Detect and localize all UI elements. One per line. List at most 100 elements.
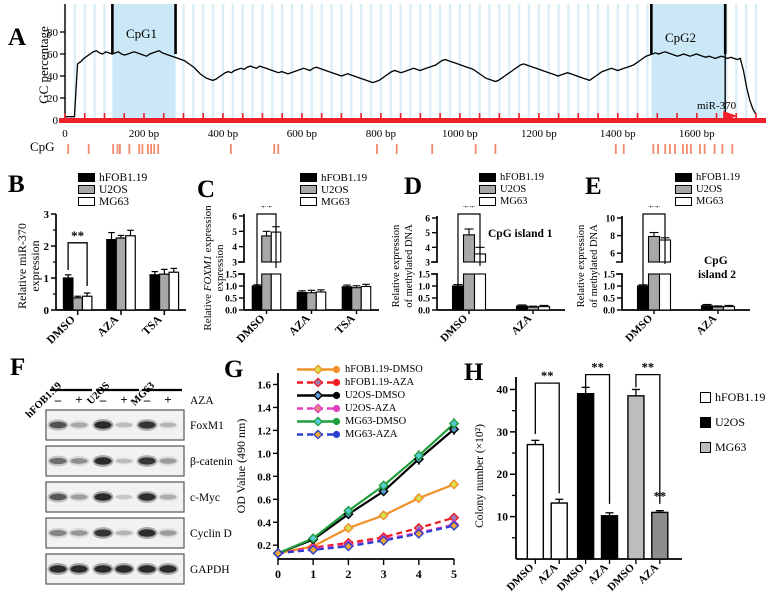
legend-swatch — [700, 442, 711, 453]
x-tick-label: TSA — [140, 313, 165, 338]
y-tick-label: 0.2 — [257, 540, 271, 552]
blot-band-halo — [157, 420, 179, 430]
data-point-marker — [343, 541, 354, 552]
treatment-sign: – — [99, 392, 107, 407]
bar — [526, 306, 540, 311]
blot-band-halo — [92, 491, 114, 503]
y-tick-label: 40 — [497, 384, 509, 396]
bar — [351, 287, 362, 311]
blot-band-halo — [136, 491, 158, 503]
panel-letter-c: C — [197, 176, 216, 203]
blot-band-halo — [47, 419, 69, 431]
blot-band — [70, 565, 88, 573]
y-tick-label: 1.5 — [603, 271, 615, 281]
y-tick-label: 0.8 — [257, 471, 271, 483]
x-tick-label: 1000 bp — [442, 128, 478, 140]
x-tick-label: DMSO — [45, 314, 78, 346]
y-axis-label-line2: expression — [28, 240, 42, 291]
x-tick-label: 600 bp — [287, 128, 318, 140]
x-tick-label: 1200 bp — [521, 128, 557, 140]
treatment-sign: – — [54, 392, 62, 407]
data-point-marker — [448, 479, 460, 490]
blot-band-halo — [47, 455, 69, 467]
y-tick-label: 10 — [606, 215, 616, 225]
y-tick-label: 0.0 — [225, 307, 237, 317]
cpg2-label: CpG2 — [665, 30, 697, 45]
legend-line-marker — [296, 415, 340, 428]
foxm1-bar-chart: 0.0 0.5 1.0 1.5 3 4 5 6 DMSO AZA TSA ** Relative FOX… — [202, 206, 379, 346]
x-tick-label: 1400 bp — [600, 128, 636, 140]
bar-lower-segment — [462, 273, 476, 311]
x-tick-label: 400 bp — [208, 128, 239, 140]
legend-swatch — [675, 173, 692, 182]
blot-band-halo — [136, 455, 158, 467]
legend-line-marker — [296, 428, 340, 441]
significance-marker: ** — [260, 206, 273, 214]
significance-bracket — [642, 213, 666, 298]
blot-band-halo — [92, 563, 114, 575]
y-tick-label: 5 — [232, 228, 237, 238]
significance-bracket — [457, 213, 481, 298]
legend-item: MG63 — [700, 440, 765, 454]
data-point-marker — [413, 528, 424, 539]
bar — [125, 235, 136, 311]
legend-item: U2OS — [675, 184, 740, 195]
blot-band-halo — [136, 419, 158, 431]
legend-label: U2OS — [99, 183, 128, 196]
panel-b-chart: 0 1 2 3 DMSO AZA TSA ** Relative miR-370 expressi… — [14, 206, 192, 346]
legend-item: hFOB1.19-DMSO — [296, 363, 423, 376]
panel-d-legend: hFOB1.19 U2OS MG63 — [479, 172, 544, 208]
y-tick-label: 1 — [44, 273, 50, 285]
blot-band — [115, 458, 133, 464]
x-tick-label: AZA — [509, 313, 534, 338]
legend-item: hFOB1.19 — [479, 172, 544, 183]
y-axis-label-line1: Relative miR-370 — [15, 223, 29, 309]
blot-band-halo — [113, 456, 135, 466]
bar-lower-segment — [658, 273, 672, 311]
significance-marker: ** — [642, 363, 655, 375]
y-tick-label: 0 — [44, 305, 50, 317]
blot-band-halo — [68, 420, 90, 430]
blot-band-halo — [68, 563, 90, 575]
svg-text:Relative FOXM1 expression: Relative FOXM1 expression — [202, 206, 214, 331]
y-tick-label: 10 — [497, 512, 509, 524]
blot-band — [70, 422, 88, 428]
blot-band-halo — [113, 420, 135, 430]
significance-bracket — [534, 382, 560, 494]
sequence-track — [59, 118, 766, 123]
legend-swatch — [300, 173, 317, 182]
x-tick-label: AZA — [694, 313, 719, 338]
blot-band — [70, 494, 88, 500]
y-tick-label: 8 — [610, 232, 615, 242]
blot-band-halo — [113, 492, 135, 502]
blot-band-halo — [47, 491, 69, 503]
significance-bracket — [67, 242, 88, 286]
bar — [627, 395, 645, 560]
y-tick-label: 1.0 — [603, 283, 615, 293]
x-tick-label: 0 — [62, 128, 68, 140]
blot-band-halo — [157, 528, 179, 538]
significance-marker-mg63-aza: ** — [654, 490, 667, 504]
bar-lower-segment — [270, 273, 282, 311]
bar — [600, 515, 619, 560]
blot-band-halo — [157, 492, 179, 502]
blot-band — [138, 457, 156, 465]
y-tick-label: 80 — [47, 27, 59, 39]
legend-item: U2OS — [700, 415, 765, 429]
bar — [168, 271, 180, 311]
panel-b-legend: hFOB1.19 U2OS MG63 — [78, 172, 147, 208]
y-tick-label: 0.4 — [257, 517, 271, 529]
panel-c-legend: hFOB1.19 U2OS MG63 — [300, 172, 367, 208]
bar-lower-segment — [261, 273, 272, 311]
legend-label: hFOB1.19 — [715, 390, 766, 404]
blot-band — [49, 493, 67, 501]
legend-swatch — [700, 392, 711, 403]
y-axis-label-line2: of methylated DNA — [589, 224, 600, 308]
legend-swatch — [78, 173, 95, 182]
legend-swatch — [479, 173, 496, 182]
mir370-bar-chart: 0 1 2 3 DMSO AZA TSA ** Relative miR-370 expressi… — [15, 209, 186, 346]
y-tick-label: 1.0 — [225, 283, 237, 293]
blot-band — [159, 530, 177, 536]
